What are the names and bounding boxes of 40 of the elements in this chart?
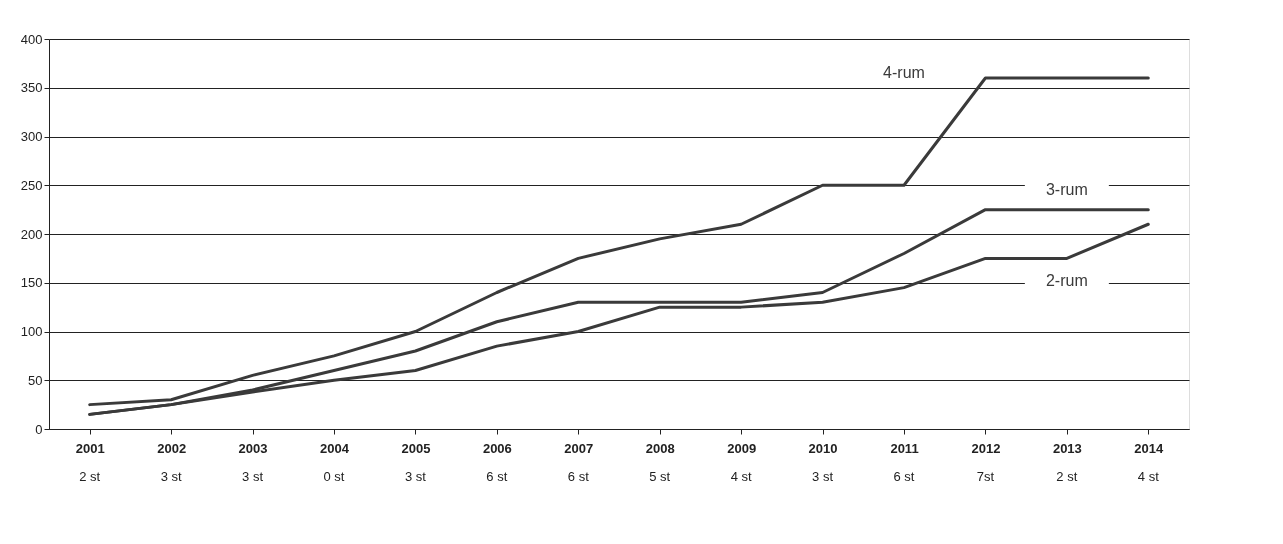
x-tick-label: 2014 (1134, 440, 1165, 456)
y-tick-label: 250 (20, 177, 43, 193)
y-tick-label: 0 (35, 421, 43, 437)
y-tick-label: 100 (20, 324, 43, 339)
text: 6 st (567, 469, 590, 484)
y-tick-label: 300 (20, 129, 43, 144)
text: 6 st (486, 469, 508, 484)
x-tick-label: 2001 (75, 440, 105, 456)
text: 4-rum (883, 64, 925, 82)
x-tick-label: 2003 (238, 440, 268, 456)
text: 2 st (1056, 469, 1078, 484)
text: 3 st (812, 469, 834, 484)
text: 6 st (893, 469, 915, 484)
text: 0 st (323, 469, 345, 484)
y-tick-label: 150 (20, 275, 43, 291)
x-tick-label: 2010 (808, 440, 838, 456)
series-label: 3-rum (1045, 181, 1088, 199)
text: 3 st (242, 469, 264, 484)
text: 4 st (1137, 469, 1160, 484)
x-tick-label: 2013 (1052, 440, 1082, 456)
y-tick-label: 200 (20, 226, 43, 242)
text: 3 st (160, 469, 182, 484)
text: 4 st (730, 469, 752, 484)
x-tick-label: 2008 (645, 440, 675, 456)
text: 3 st (404, 469, 427, 484)
text: 7st (976, 469, 995, 484)
x-tick-label: 2009 (727, 440, 757, 456)
x-tick-label: 2012 (971, 440, 1001, 456)
x-tick-label: 2005 (401, 440, 431, 456)
y-tick-label: 400 (20, 31, 43, 47)
x-tick-label: 2006 (482, 440, 512, 456)
y-tick-label: 350 (20, 80, 43, 96)
text: 2 st (79, 469, 101, 484)
x-tick-label: 2004 (320, 440, 350, 456)
x-tick-label: 2007 (564, 440, 594, 456)
x-tick-label: 2011 (890, 440, 919, 456)
y-tick-label: 50 (28, 372, 43, 388)
x-tick-label: 2002 (157, 440, 187, 456)
text: 5 st (649, 469, 671, 484)
series-label: 2-rum (1045, 271, 1088, 289)
